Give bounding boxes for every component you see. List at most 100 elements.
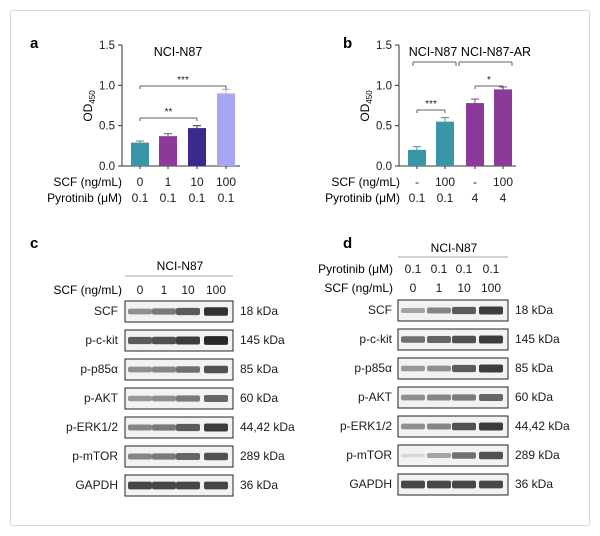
chart-a-y-tick-label: 1.0 <box>99 80 115 92</box>
blot-c-size-label: 85 kDa <box>240 362 278 376</box>
blot-c-condition-value: 1 <box>161 283 168 297</box>
blot-d-band <box>427 480 451 489</box>
blot-c-band <box>128 308 152 315</box>
blot-d-condition-value: 0.1 <box>405 262 422 276</box>
panel-label-d: d <box>343 235 352 252</box>
blot-d-band <box>401 453 425 458</box>
blot-d-band <box>427 452 451 459</box>
blot-d-band <box>479 422 503 431</box>
blot-c-band <box>204 307 228 316</box>
chart-a-y-tick-label: 1.5 <box>99 40 115 52</box>
blot-d-size-label: 60 kDa <box>515 390 553 404</box>
blot-c-protein-label: SCF <box>94 304 118 318</box>
blot-d-size-label: 44,42 kDa <box>515 419 570 433</box>
blot-c-size-label: 145 kDa <box>240 333 285 347</box>
blot-c-band <box>204 452 228 461</box>
blot-c-protein-label: p-c-kit <box>85 333 118 347</box>
blot-d-condition-value: 10 <box>457 281 471 295</box>
blot-c-band <box>128 366 152 373</box>
blot-d-band <box>479 480 503 489</box>
blot-c-band <box>204 481 228 490</box>
blot-d-band <box>452 480 476 489</box>
blot-c-band <box>128 336 152 345</box>
blot-c-size-label: 44,42 kDa <box>240 420 295 434</box>
blot-c-condition-label-scf: SCF (ng/mL) <box>53 283 122 297</box>
chart-b-row-label-pyrotinib: Pyrotinib (μM) <box>325 191 400 205</box>
blot-c-band <box>204 336 228 345</box>
chart-b-y-tick-label: 1.5 <box>376 40 392 52</box>
panel-label-c: c <box>30 235 38 252</box>
panel-label-b: b <box>343 35 352 52</box>
blot-d-band <box>452 364 476 373</box>
blot-d-band <box>401 423 425 430</box>
chart-b-y-tick-label: 0.0 <box>376 161 392 173</box>
blot-d-header: NCI-N87 <box>431 241 478 255</box>
blot-c-band <box>128 424 152 431</box>
blot-d-condition-value: 0 <box>410 281 417 295</box>
chart-b-category-scf: 100 <box>493 175 513 189</box>
blot-d-condition-label-pyrotinib: Pyrotinib (μM) <box>318 262 393 276</box>
chart-b-ylabel-sub: 450 <box>365 90 374 104</box>
blot-d-band <box>479 364 503 373</box>
blot-c-band <box>204 423 228 432</box>
blot-c-band <box>152 366 176 373</box>
blot-c-size-label: 60 kDa <box>240 391 278 405</box>
chart-b-significance-label: * <box>487 75 491 86</box>
chart-a-ylabel-sub: 450 <box>88 90 97 104</box>
chart-b-bar <box>466 103 484 166</box>
chart-a-category-pyrotinib: 0.1 <box>189 191 206 205</box>
svg-text:OD450: OD450 <box>81 90 97 122</box>
figure-card <box>10 10 590 526</box>
blot-c-band <box>176 307 200 316</box>
blot-c-band <box>204 365 228 374</box>
chart-b-category-pyrotinib: 4 <box>472 191 479 205</box>
blot-d-band <box>452 422 476 431</box>
chart-a-bar <box>131 142 149 166</box>
blot-c-size-label: 18 kDa <box>240 304 278 318</box>
blot-d-band <box>452 394 476 401</box>
blot-c-band <box>176 481 200 490</box>
blot-d-condition-value: 0.1 <box>456 262 473 276</box>
blot-c-header: NCI-N87 <box>157 259 204 273</box>
blot-d-band <box>479 394 503 401</box>
chart-a-significance-label: *** <box>177 75 189 86</box>
blot-d-band <box>427 307 451 314</box>
blot-d-band <box>427 365 451 372</box>
chart-b-row-label-scf: SCF (ng/mL) <box>331 175 400 189</box>
blot-c-band <box>176 366 200 373</box>
blot-c-band <box>176 336 200 345</box>
chart-a-significance-label: ** <box>165 107 173 118</box>
blot-c-protein-label: GAPDH <box>75 478 118 492</box>
blot-c-band <box>176 395 200 402</box>
blot-d-size-label: 36 kDa <box>515 477 553 491</box>
blot-c-condition-value: 0 <box>137 283 144 297</box>
blot-d-band <box>401 307 425 314</box>
chart-b-significance-label: *** <box>425 99 437 110</box>
blot-c-protein-label: p-p85α <box>80 362 118 376</box>
chart-a-category-pyrotinib: 0.1 <box>132 191 149 205</box>
chart-a-row-label-scf: SCF (ng/mL) <box>53 175 122 189</box>
blot-c-condition-value: 100 <box>206 283 226 297</box>
blot-c-band <box>152 395 176 402</box>
chart-b-category-scf: - <box>415 175 419 189</box>
chart-a-y-tick-label: 0.5 <box>99 121 115 133</box>
panel-label-a: a <box>30 35 39 52</box>
chart-b-category-pyrotinib: 4 <box>500 191 507 205</box>
blot-c-band <box>176 453 200 460</box>
blot-d-size-label: 18 kDa <box>515 303 553 317</box>
blot-d-band <box>479 306 503 315</box>
blot-d-protein-label: SCF <box>368 303 392 317</box>
blot-d-condition-value: 100 <box>481 281 501 295</box>
chart-b-group-label-2: NCI-N87-AR <box>461 45 531 59</box>
blot-d-size-label: 145 kDa <box>515 332 560 346</box>
blot-c-band <box>128 395 152 402</box>
blot-c-band <box>128 481 152 490</box>
chart-a-category-scf: 0 <box>137 175 144 189</box>
chart-a-title: NCI-N87 <box>154 45 203 59</box>
chart-b-group-label-1: NCI-N87 <box>409 45 458 59</box>
chart-a-category-pyrotinib: 0.1 <box>218 191 235 205</box>
svg-text:OD450: OD450 <box>358 90 374 122</box>
chart-b-y-tick-label: 0.5 <box>376 121 392 133</box>
blot-d-protein-label: p-p85α <box>354 361 392 375</box>
blot-c-size-label: 36 kDa <box>240 478 278 492</box>
